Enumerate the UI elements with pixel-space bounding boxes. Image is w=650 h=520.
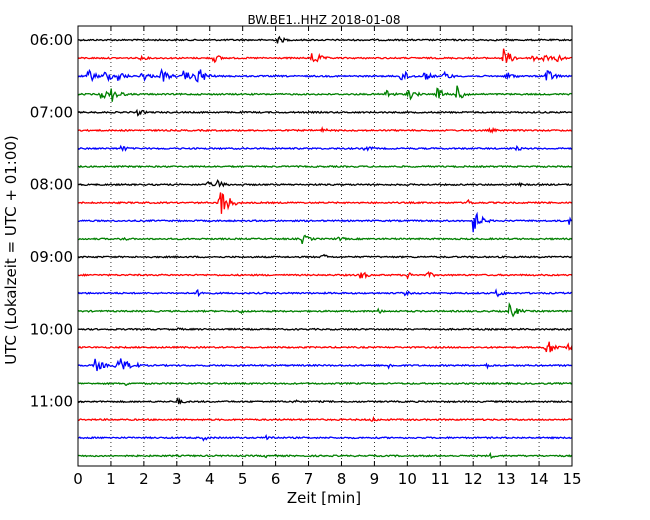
chart-title: BW.BE1..HHZ 2018-01-08 xyxy=(247,13,400,27)
trace-10:15 xyxy=(77,341,573,353)
trace-08:15 xyxy=(77,192,573,214)
trace-07:15 xyxy=(77,126,573,134)
y-axis-label: UTC (Lokalzeit = UTC + 01:00) xyxy=(2,135,20,365)
trace-09:00 xyxy=(77,253,573,259)
trace-10:45 xyxy=(77,381,573,386)
x-axis: 0 1 2 3 4 5 6 7 8 9 10 11 12 13 14 15 xyxy=(73,26,582,488)
trace-06:45 xyxy=(77,85,573,102)
x-tick-label: 13 xyxy=(497,470,516,488)
x-tick-label: 0 xyxy=(73,470,83,488)
y-tick-label: 11:00 xyxy=(30,393,73,411)
traces xyxy=(77,35,573,460)
x-tick-label: 10 xyxy=(398,470,417,488)
y-tick-label: 09:00 xyxy=(30,248,73,266)
trace-11:15 xyxy=(77,415,573,422)
y-tick-label: 08:00 xyxy=(30,176,73,194)
y-tick-label: 10:00 xyxy=(30,320,73,338)
x-tick-label: 8 xyxy=(337,470,347,488)
trace-11:00 xyxy=(77,396,573,405)
trace-06:30 xyxy=(77,67,573,83)
trace-11:45 xyxy=(77,451,573,460)
trace-07:30 xyxy=(77,144,573,152)
y-axis: 06:00 07:00 08:00 09:00 10:00 11:00 xyxy=(30,31,83,411)
trace-08:45 xyxy=(77,234,573,244)
x-tick-label: 4 xyxy=(205,470,215,488)
x-tick-label: 1 xyxy=(106,470,116,488)
grid-lines xyxy=(110,26,540,466)
x-tick-label: 6 xyxy=(271,470,281,488)
trace-09:45 xyxy=(77,301,573,318)
x-tick-label: 2 xyxy=(139,470,149,488)
trace-06:15 xyxy=(77,48,573,64)
trace-10:30 xyxy=(77,358,573,372)
x-tick-label: 9 xyxy=(370,470,380,488)
x-axis-label: Zeit [min] xyxy=(287,489,361,507)
x-tick-label: 15 xyxy=(562,470,581,488)
x-tick-label: 11 xyxy=(431,470,450,488)
trace-08:00 xyxy=(77,178,573,188)
x-tick-label: 3 xyxy=(172,470,182,488)
x-tick-label: 14 xyxy=(530,470,549,488)
trace-06:00 xyxy=(77,35,573,44)
plot-frame xyxy=(77,25,573,467)
trace-09:30 xyxy=(77,288,573,298)
trace-11:30 xyxy=(77,433,573,442)
x-tick-label: 12 xyxy=(464,470,483,488)
trace-07:00 xyxy=(77,108,573,117)
x-tick-label: 5 xyxy=(238,470,248,488)
trace-10:00 xyxy=(77,327,573,332)
y-tick-label: 06:00 xyxy=(30,31,73,49)
trace-08:30 xyxy=(78,211,573,233)
y-tick-label: 07:00 xyxy=(30,103,73,121)
trace-09:15 xyxy=(77,270,573,280)
x-tick-label: 7 xyxy=(304,470,314,488)
trace-07:45 xyxy=(77,164,573,169)
